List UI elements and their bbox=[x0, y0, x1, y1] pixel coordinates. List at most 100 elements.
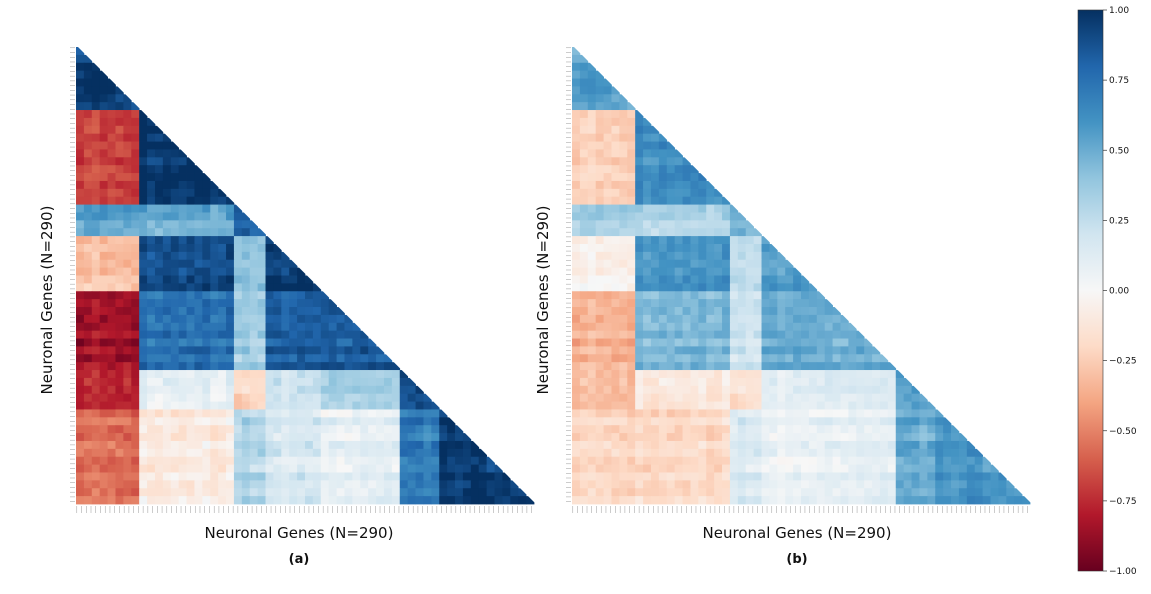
heatmap-cell bbox=[154, 393, 164, 402]
heatmap-cell bbox=[76, 267, 85, 276]
heatmap-cell bbox=[257, 338, 266, 347]
heatmap-cell bbox=[281, 448, 290, 458]
heatmap-cell bbox=[131, 196, 140, 205]
heatmap-cell bbox=[218, 236, 227, 245]
heatmap-cell bbox=[643, 346, 652, 355]
heatmap-cell bbox=[666, 472, 676, 481]
heatmap-cell bbox=[714, 220, 723, 229]
heatmap-cell bbox=[249, 322, 259, 332]
heatmap-cell bbox=[887, 488, 897, 497]
heatmap-cell bbox=[76, 448, 85, 458]
heatmap-cell bbox=[312, 370, 322, 379]
heatmap-cell bbox=[107, 338, 116, 347]
heatmap-cell bbox=[233, 275, 243, 284]
heatmap-cell bbox=[305, 440, 314, 450]
heatmap-cell bbox=[635, 488, 644, 497]
heatmap-cell bbox=[210, 472, 219, 481]
heatmap-cell bbox=[587, 472, 597, 481]
heatmap-cell bbox=[178, 291, 187, 300]
heatmap-cell bbox=[587, 102, 597, 111]
heatmap-cell bbox=[265, 464, 274, 473]
heatmap-cell bbox=[974, 472, 984, 481]
heatmap-cell bbox=[265, 338, 274, 347]
heatmap-cell bbox=[761, 433, 770, 442]
heatmap-cell bbox=[761, 251, 770, 261]
heatmap-cell bbox=[698, 456, 707, 465]
heatmap-cell bbox=[241, 267, 251, 276]
heatmap-cell bbox=[336, 433, 345, 442]
heatmap-cell bbox=[273, 259, 282, 269]
heatmap-cell bbox=[572, 291, 581, 300]
heatmap-cell bbox=[619, 362, 628, 371]
heatmap-cell bbox=[154, 259, 164, 269]
heatmap-cell bbox=[210, 362, 219, 371]
heatmap-cell bbox=[376, 401, 385, 410]
heatmap-cell bbox=[352, 409, 361, 418]
heatmap-cell bbox=[611, 393, 620, 402]
heatmap-cell bbox=[761, 338, 770, 347]
heatmap-cell bbox=[579, 472, 589, 481]
heatmap-cell bbox=[761, 480, 770, 489]
heatmap-cell bbox=[328, 385, 337, 395]
heatmap-cell bbox=[611, 275, 620, 284]
heatmap-cell bbox=[627, 125, 636, 135]
heatmap-cell bbox=[856, 346, 865, 355]
heatmap-cell bbox=[706, 409, 715, 418]
heatmap-cell bbox=[745, 362, 755, 371]
heatmap-cell bbox=[579, 204, 589, 213]
heatmap-cell bbox=[650, 251, 660, 261]
heatmap-cell bbox=[423, 464, 432, 473]
heatmap-cell bbox=[619, 283, 628, 292]
heatmap-cell bbox=[690, 165, 699, 174]
heatmap-cell bbox=[170, 204, 180, 213]
colorbar-tick-label: 0.25 bbox=[1109, 216, 1129, 226]
heatmap-cell bbox=[76, 157, 85, 166]
heatmap-cell bbox=[115, 133, 124, 142]
heatmap-cell bbox=[682, 409, 691, 418]
heatmap-cell bbox=[974, 456, 984, 465]
heatmap-cell bbox=[162, 370, 172, 379]
heatmap-cell bbox=[714, 464, 723, 473]
heatmap-cell bbox=[698, 393, 707, 402]
heatmap-cell bbox=[706, 472, 715, 481]
heatmap-cell bbox=[666, 338, 676, 347]
heatmap-cell bbox=[399, 409, 409, 418]
heatmap-cell bbox=[785, 464, 794, 473]
heatmap-cell bbox=[682, 346, 691, 355]
heatmap-cell bbox=[154, 299, 164, 308]
heatmap-cell bbox=[753, 448, 762, 458]
heatmap-cell bbox=[951, 488, 960, 497]
heatmap-cell bbox=[289, 464, 298, 473]
heatmap-cell bbox=[328, 377, 337, 387]
heatmap-cell bbox=[178, 401, 187, 410]
heatmap-cell bbox=[666, 283, 676, 292]
heatmap-cell bbox=[76, 70, 85, 79]
heatmap-cell bbox=[840, 488, 849, 497]
heatmap-cell bbox=[320, 322, 330, 332]
heatmap-cell bbox=[745, 314, 755, 324]
heatmap-cell bbox=[635, 125, 644, 135]
heatmap-cell bbox=[643, 370, 652, 379]
heatmap-cell bbox=[265, 440, 274, 450]
heatmap-cell bbox=[658, 204, 668, 213]
heatmap-cell bbox=[729, 409, 739, 418]
heatmap-cell bbox=[178, 173, 187, 182]
heatmap-cell bbox=[131, 149, 140, 158]
heatmap-cell bbox=[714, 196, 723, 205]
heatmap-cell bbox=[154, 433, 164, 442]
heatmap-cell bbox=[635, 401, 644, 410]
heatmap-cell bbox=[595, 236, 604, 245]
heatmap-cell bbox=[170, 330, 180, 339]
colorbar-tick-label: 0.75 bbox=[1109, 76, 1129, 86]
heatmap-cell bbox=[431, 456, 440, 465]
heatmap-cell bbox=[194, 322, 203, 332]
heatmap-cell bbox=[729, 322, 739, 332]
heatmap-cell bbox=[415, 472, 424, 481]
heatmap-cell bbox=[194, 401, 203, 410]
heatmap-cell bbox=[722, 354, 731, 363]
heatmap-cell bbox=[139, 165, 148, 174]
heatmap-cell bbox=[832, 393, 841, 402]
heatmap-cell bbox=[423, 448, 432, 458]
heatmap-cell bbox=[816, 354, 826, 363]
heatmap-cell bbox=[360, 464, 369, 473]
